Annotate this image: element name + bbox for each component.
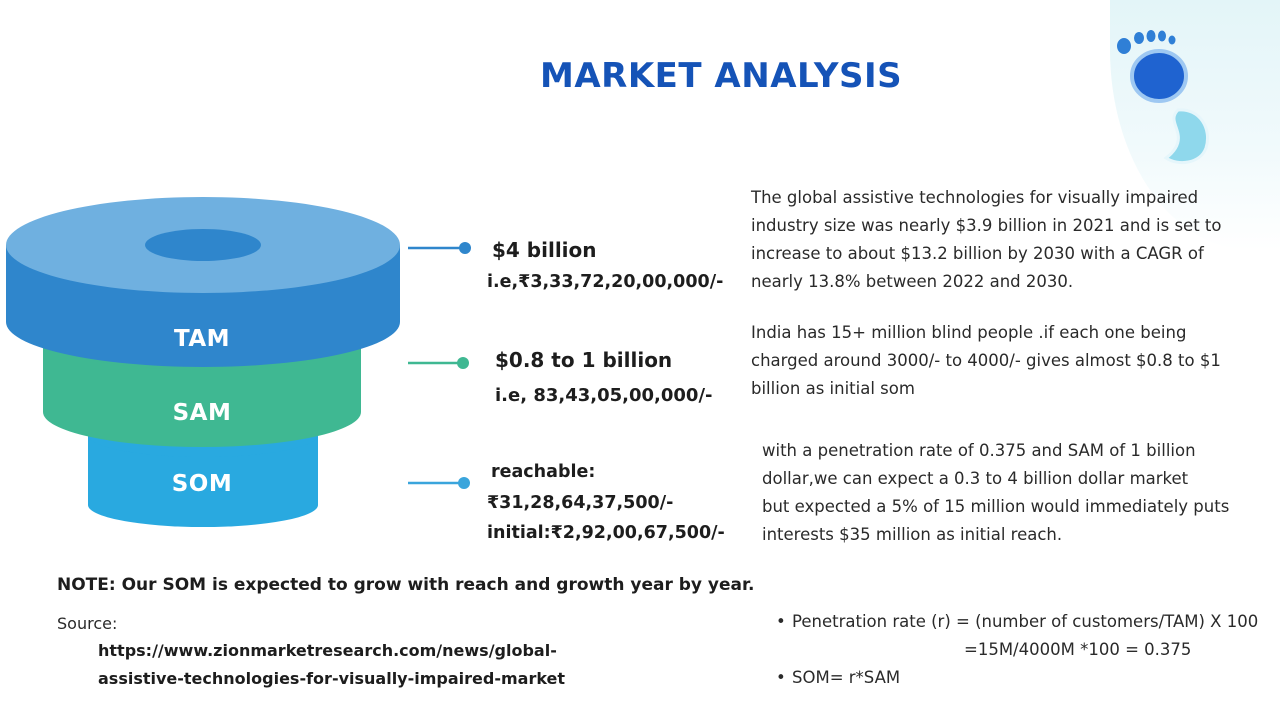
penetration-calc: =15M/4000M *100 = 0.375: [964, 640, 1192, 659]
text-line: The global assistive technologies for vi…: [751, 188, 1199, 207]
list-item: • Penetration rate (r) = (number of custo…: [776, 608, 1258, 636]
sam-usd-value: $0.8 to 1 billion: [495, 348, 673, 372]
sole: [1130, 49, 1188, 103]
text-line: charged around 3000/- to 4000/- gives al…: [751, 351, 1221, 370]
sam-inr-value: i.e, 83,43,05,00,000/-: [495, 385, 713, 406]
page-title: MARKET ANALYSIS: [540, 56, 903, 96]
toe-5: [1168, 35, 1176, 45]
tam-label: TAM: [174, 326, 230, 352]
toe-4: [1158, 30, 1166, 42]
text-line: with a penetration rate of 0.375 and SAM…: [762, 441, 1196, 460]
penetration-formula: Penetration rate (r) = (number of custom…: [792, 612, 1259, 631]
text-line: but expected a 5% of 15 million would im…: [762, 497, 1230, 516]
tam-usd-value: $4 billion: [492, 238, 597, 262]
som-reachable-value: ₹31,28,64,37,500/-: [487, 493, 674, 513]
bullet-icon: •: [776, 668, 786, 687]
source-link-line[interactable]: https://www.zionmarketresearch.com/news/…: [98, 641, 557, 660]
som-initial-value: initial:₹2,92,00,67,500/-: [487, 523, 725, 543]
som-formula: SOM= r*SAM: [792, 668, 901, 687]
text-line: interests $35 million as initial reach.: [762, 525, 1063, 544]
som-connector: [408, 477, 470, 489]
formula-list: • Penetration rate (r) = (number of custo…: [776, 608, 1258, 692]
sam-connector: [408, 357, 469, 369]
text-line: nearly 13.8% between 2022 and 2030.: [751, 272, 1074, 291]
text-line: dollar,we can expect a 0.3 to 4 billion …: [762, 469, 1189, 488]
toe-3: [1146, 30, 1156, 42]
text-line: industry size was nearly $3.9 billion in…: [751, 216, 1222, 235]
note-text: NOTE: Our SOM is expected to grow with r…: [57, 575, 755, 595]
sam-description: India has 15+ million blind people .if e…: [751, 319, 1221, 403]
list-item: • SOM= r*SAM: [776, 664, 1258, 692]
source-link[interactable]: https://www.zionmarketresearch.com/news/…: [98, 637, 565, 693]
tam-layer: [6, 197, 400, 367]
bullet-icon: •: [776, 612, 786, 631]
tam-inr-value: i.e,₹3,33,72,20,00,000/-: [487, 272, 724, 292]
source-link-line[interactable]: assistive-technologies-for-visually-impa…: [98, 669, 566, 688]
toe-1: [1117, 38, 1131, 54]
text-line: India has 15+ million blind people .if e…: [751, 323, 1187, 342]
som-description: with a penetration rate of 0.375 and SAM…: [762, 437, 1229, 549]
som-reachable-label: reachable:: [491, 462, 596, 482]
toe-2: [1134, 32, 1144, 44]
source-label: Source:: [57, 614, 118, 633]
tam-connector: [408, 242, 471, 254]
text-line: increase to about $13.2 billion by 2030 …: [751, 244, 1204, 263]
tam-description: The global assistive technologies for vi…: [751, 184, 1221, 296]
som-label: SOM: [172, 471, 233, 497]
footprint-icon: [1117, 30, 1209, 165]
sam-label: SAM: [173, 400, 232, 426]
heel: [1163, 108, 1209, 165]
text-line: billion as initial som: [751, 379, 915, 398]
market-funnel: TAM SAM SOM: [6, 197, 400, 527]
